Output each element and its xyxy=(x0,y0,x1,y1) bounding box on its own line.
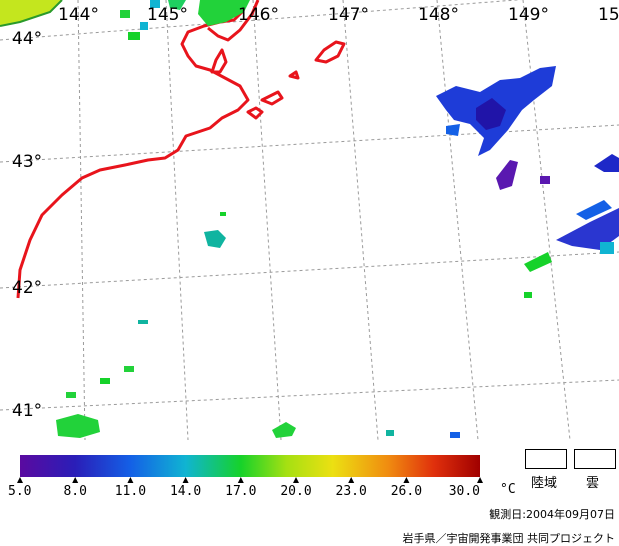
lat-label-42: 42° xyxy=(12,278,42,298)
land-top-left xyxy=(0,0,62,26)
meridian-147 xyxy=(342,0,379,440)
sst-patch xyxy=(220,212,226,216)
tick-marker xyxy=(348,477,355,483)
sst-blue-stripe-2 xyxy=(576,200,612,220)
tick-label: 26.0 xyxy=(391,484,422,499)
tick-marker xyxy=(477,477,483,483)
lon-label-147: 147° xyxy=(328,5,369,25)
sst-patch xyxy=(128,32,140,40)
lon-label-148: 148° xyxy=(418,5,459,25)
sst-patch xyxy=(66,392,76,398)
island-small xyxy=(288,70,300,80)
meridian-149 xyxy=(522,0,571,440)
sea-surface-temperature-map: 144° 145° 146° 147° 148° 149° 15 44° 43°… xyxy=(0,0,619,440)
sst-patch xyxy=(524,292,532,298)
sst-patch xyxy=(524,252,552,272)
graticule xyxy=(0,0,619,440)
shiretoko-coast xyxy=(207,0,260,42)
meridian-148 xyxy=(436,0,479,440)
sst-purple-patch xyxy=(540,176,550,184)
color-bar xyxy=(20,455,480,477)
lon-label-150: 15 xyxy=(598,5,619,25)
tick-marker xyxy=(17,477,23,483)
tick-marker xyxy=(182,477,189,483)
tick-label: 20.0 xyxy=(280,484,311,499)
tick-label: 14.0 xyxy=(170,484,201,499)
parallel-41 xyxy=(0,379,619,411)
parallel-44 xyxy=(0,0,523,41)
land-region xyxy=(0,0,250,27)
sst-cold-core xyxy=(476,98,506,130)
land-label: 陸域 xyxy=(531,476,558,491)
sst-purple-patch xyxy=(496,160,518,190)
tick-label: 30.0 xyxy=(449,484,480,499)
sst-patch xyxy=(386,430,394,436)
tick-label: 17.0 xyxy=(225,484,256,499)
land-swatch xyxy=(525,449,567,469)
unit-label: °C xyxy=(500,482,516,497)
cloud-swatch xyxy=(574,449,616,469)
sst-cold-lobe xyxy=(446,124,460,136)
lat-label-41: 41° xyxy=(12,401,42,421)
island-kunashiri xyxy=(210,48,228,74)
tick-label: 23.0 xyxy=(336,484,367,499)
hokkaido-coast xyxy=(16,0,250,299)
sst-patch xyxy=(138,320,148,324)
sst-patch xyxy=(450,432,460,438)
land-top-center xyxy=(198,0,250,26)
parallel-42 xyxy=(0,251,619,289)
credit-line: 岩手県／宇宙開発事業団 共同プロジェクト xyxy=(402,532,616,545)
sst-patch xyxy=(140,22,148,30)
sst-patch xyxy=(272,422,296,438)
sst-patch xyxy=(124,366,134,372)
sst-cyan-patch xyxy=(600,242,614,254)
island-etorofu xyxy=(314,40,346,64)
land-top-left-edge xyxy=(0,0,63,27)
tick-marker xyxy=(403,477,410,483)
tick-label: 5.0 xyxy=(8,484,31,499)
observation-date: 観測日:2004年09月07日 xyxy=(489,508,615,521)
coastline xyxy=(16,0,346,299)
cloud-label: 雲 xyxy=(586,476,600,491)
lat-label-43: 43° xyxy=(12,152,42,172)
sst-blue-stripe xyxy=(556,208,619,250)
lon-label-144: 144° xyxy=(58,5,99,25)
meridian-144 xyxy=(77,0,86,440)
sst-patch xyxy=(56,414,100,438)
sst-patches xyxy=(56,0,619,438)
sst-patch xyxy=(150,0,160,8)
map-labels: 144° 145° 146° 147° 148° 149° 15 44° 43°… xyxy=(12,5,619,421)
meridian-145 xyxy=(165,0,189,440)
tick-marker xyxy=(72,477,79,483)
island-shikotan xyxy=(260,90,284,106)
tick-marker xyxy=(237,477,244,483)
lon-label-145: 145° xyxy=(147,5,188,25)
tick-label: 11.0 xyxy=(115,484,146,499)
temperature-legend: 5.0 8.0 11.0 14.0 17.0 20.0 23.0 26.0 30.0 °C xyxy=(8,455,516,499)
lon-label-149: 149° xyxy=(508,5,549,25)
parallel-43 xyxy=(0,124,619,163)
tick-marker xyxy=(293,477,299,483)
sst-patch xyxy=(120,10,130,18)
island-habomai xyxy=(246,106,264,120)
meridian-146 xyxy=(252,0,282,440)
tick-label: 8.0 xyxy=(63,484,86,499)
lat-label-44: 44° xyxy=(12,29,42,49)
sst-patch xyxy=(100,378,110,384)
lon-label-146: 146° xyxy=(238,5,279,25)
land-top-center-2 xyxy=(168,0,186,10)
sst-patch xyxy=(204,230,226,248)
sst-blue-east xyxy=(594,154,619,172)
color-bar-ticks: 5.0 8.0 11.0 14.0 17.0 20.0 23.0 26.0 30.0 xyxy=(8,477,483,499)
tick-marker xyxy=(127,477,134,483)
